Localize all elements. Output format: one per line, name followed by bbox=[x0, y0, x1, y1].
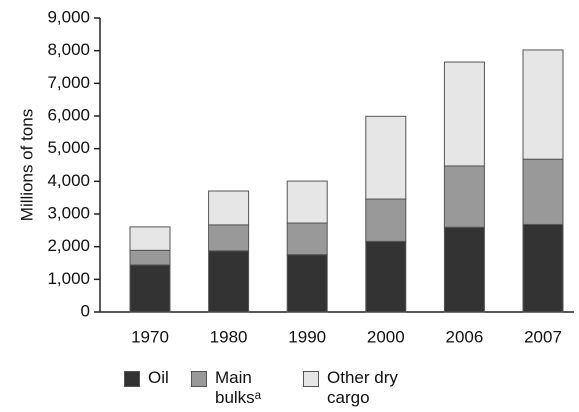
bar-segment bbox=[522, 49, 564, 160]
y-tick-label: 0 bbox=[81, 301, 90, 320]
legend-item: Other dry cargo bbox=[303, 368, 433, 408]
legend-item: Oil bbox=[124, 368, 184, 388]
y-tick-label: 8,000 bbox=[47, 40, 90, 59]
bar-segment bbox=[286, 222, 328, 256]
bar-segment bbox=[365, 115, 407, 200]
bar-segment bbox=[208, 250, 250, 313]
y-axis-label: Millions of tons bbox=[17, 109, 36, 221]
x-tick-label: 2006 bbox=[445, 327, 483, 346]
x-tick-label: 1990 bbox=[288, 327, 326, 346]
bar-segment bbox=[129, 264, 171, 313]
y-tick-label: 5,000 bbox=[47, 138, 90, 157]
legend-item: Main bulksᵃ bbox=[191, 368, 301, 408]
x-tick-label: 1970 bbox=[131, 327, 169, 346]
bar-segment bbox=[522, 223, 564, 313]
bar-segment bbox=[286, 254, 328, 313]
bar-segment bbox=[208, 190, 250, 226]
bar-segment bbox=[522, 158, 564, 225]
bar-segment bbox=[129, 226, 171, 251]
legend: Oil Main bulksᵃ Other dry cargo bbox=[0, 368, 579, 412]
legend-label: Oil bbox=[148, 368, 169, 387]
y-tick-label: 3,000 bbox=[47, 203, 90, 222]
x-tick-label: 2007 bbox=[524, 327, 562, 346]
y-tick-label: 4,000 bbox=[47, 171, 90, 190]
y-tick-label: 9,000 bbox=[47, 7, 90, 26]
bar-segment bbox=[365, 240, 407, 313]
x-tick-label: 1980 bbox=[210, 327, 248, 346]
y-tick-label: 6,000 bbox=[47, 105, 90, 124]
x-tick-label: 2000 bbox=[367, 327, 405, 346]
chart: Millions of tons 0 1,000 2,000 3,000 4,000 5,… bbox=[17, 7, 574, 346]
bar-segment bbox=[365, 198, 407, 242]
legend-label: Other dry cargo bbox=[327, 368, 398, 407]
bar-segment bbox=[129, 249, 171, 266]
bar-segment bbox=[208, 224, 250, 252]
legend-swatch bbox=[124, 371, 140, 387]
y-tick-label: 7,000 bbox=[47, 73, 90, 92]
legend-swatch bbox=[303, 371, 319, 387]
bar-segment bbox=[286, 180, 328, 224]
legend-label: Main bulksᵃ bbox=[215, 368, 262, 407]
legend-swatch bbox=[191, 371, 207, 387]
y-tick-label: 1,000 bbox=[47, 269, 90, 288]
bar-segment bbox=[443, 61, 485, 167]
bar-segment bbox=[443, 226, 485, 313]
bar-segment bbox=[443, 165, 485, 228]
y-tick-label: 2,000 bbox=[47, 236, 90, 255]
